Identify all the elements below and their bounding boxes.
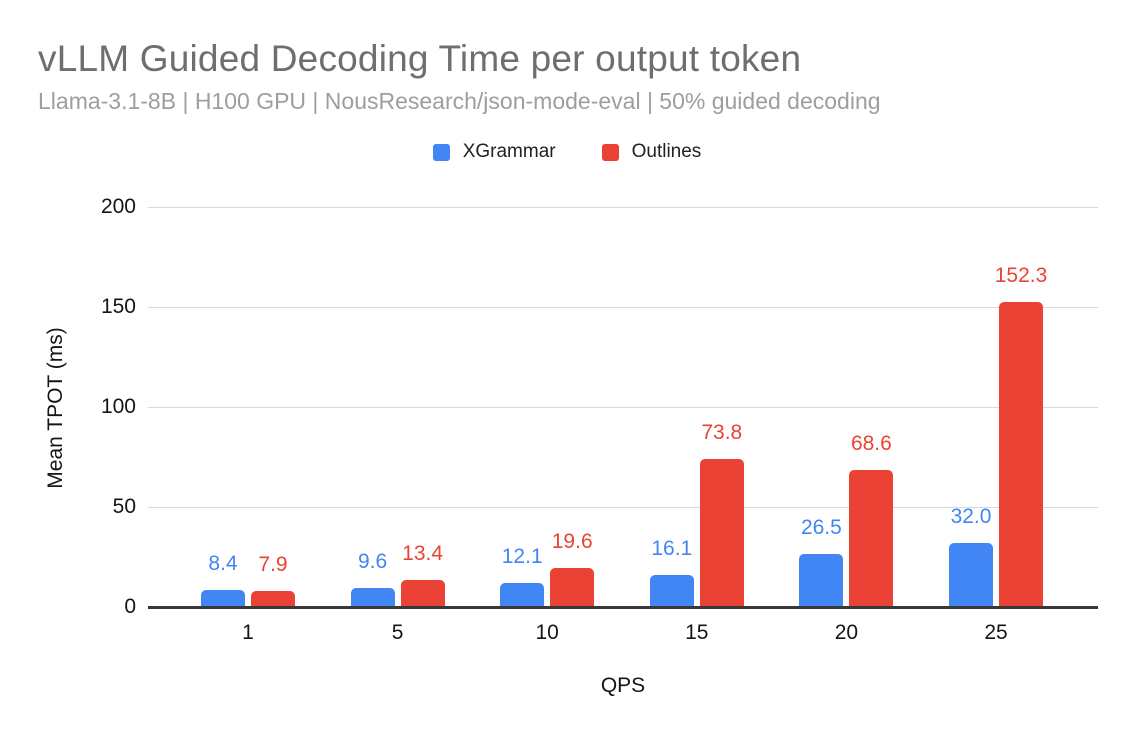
- bar-xgrammar-qps-20: [799, 554, 844, 607]
- x-axis-title: QPS: [600, 674, 646, 697]
- y-tick-label: 100: [100, 395, 136, 418]
- x-tick-label: 25: [984, 621, 1008, 644]
- bar-outlines-qps-1: [251, 591, 295, 607]
- x-tick-label: 20: [834, 621, 859, 644]
- bar-outlines-qps-10: [550, 567, 595, 607]
- bar-outlines-qps-5: [400, 580, 445, 607]
- x-axis-line: [148, 606, 1098, 609]
- y-tick-label: 0: [124, 595, 136, 618]
- gridline: [148, 207, 1098, 208]
- value-label-xgrammar-qps-10: 12.1: [501, 544, 543, 568]
- bar-outlines-qps-15: [699, 459, 744, 607]
- value-label-xgrammar-qps-5: 9.6: [357, 549, 388, 573]
- value-label-xgrammar-qps-20: 26.5: [800, 516, 842, 539]
- y-tick-label: 50: [112, 495, 136, 518]
- value-label-outlines-qps-10: 19.6: [551, 529, 593, 553]
- legend: XGrammar Outlines: [0, 141, 1134, 163]
- chart-subtitle: Llama-3.1-8B | H100 GPU | NousResearch/j…: [38, 88, 881, 114]
- value-label-outlines-qps-25: 152.3: [994, 264, 1048, 288]
- bar-xgrammar-qps-25: [949, 543, 993, 607]
- x-tick-label: 10: [535, 621, 559, 644]
- value-label-outlines-qps-5: 13.4: [402, 542, 444, 566]
- xgrammar-swatch-icon: [432, 143, 450, 161]
- x-tick-label: 1: [242, 621, 254, 644]
- value-label-xgrammar-qps-15: 16.1: [651, 536, 693, 560]
- bar-outlines-qps-20: [849, 469, 894, 607]
- value-label-xgrammar-qps-1: 8.4: [208, 552, 238, 576]
- value-label-outlines-qps-1: 7.9: [258, 553, 288, 577]
- legend-label-outlines: Outlines: [631, 141, 702, 162]
- gridline: [148, 507, 1098, 508]
- bar-xgrammar-qps-1: [201, 590, 245, 607]
- bar-xgrammar-qps-15: [649, 574, 694, 607]
- y-tick-label: 200: [100, 195, 136, 218]
- chart-title: vLLM Guided Decoding Time per output tok…: [38, 38, 802, 79]
- legend-item-outlines: Outlines: [601, 141, 702, 163]
- value-label-xgrammar-qps-25: 32.0: [950, 505, 992, 528]
- y-tick-label: 150: [100, 295, 136, 318]
- value-label-outlines-qps-20: 68.6: [850, 431, 892, 455]
- value-label-outlines-qps-15: 73.8: [701, 421, 743, 445]
- outlines-swatch-icon: [601, 143, 619, 161]
- legend-label-xgrammar: XGrammar: [462, 141, 556, 162]
- gridline: [148, 307, 1098, 308]
- x-tick-label: 5: [391, 621, 404, 644]
- bar-outlines-qps-25: [999, 302, 1043, 607]
- x-tick-label: 15: [685, 621, 709, 644]
- legend-item-xgrammar: XGrammar: [432, 141, 556, 163]
- bar-xgrammar-qps-5: [350, 587, 395, 607]
- gridline: [148, 407, 1098, 408]
- bar-xgrammar-qps-10: [500, 582, 545, 607]
